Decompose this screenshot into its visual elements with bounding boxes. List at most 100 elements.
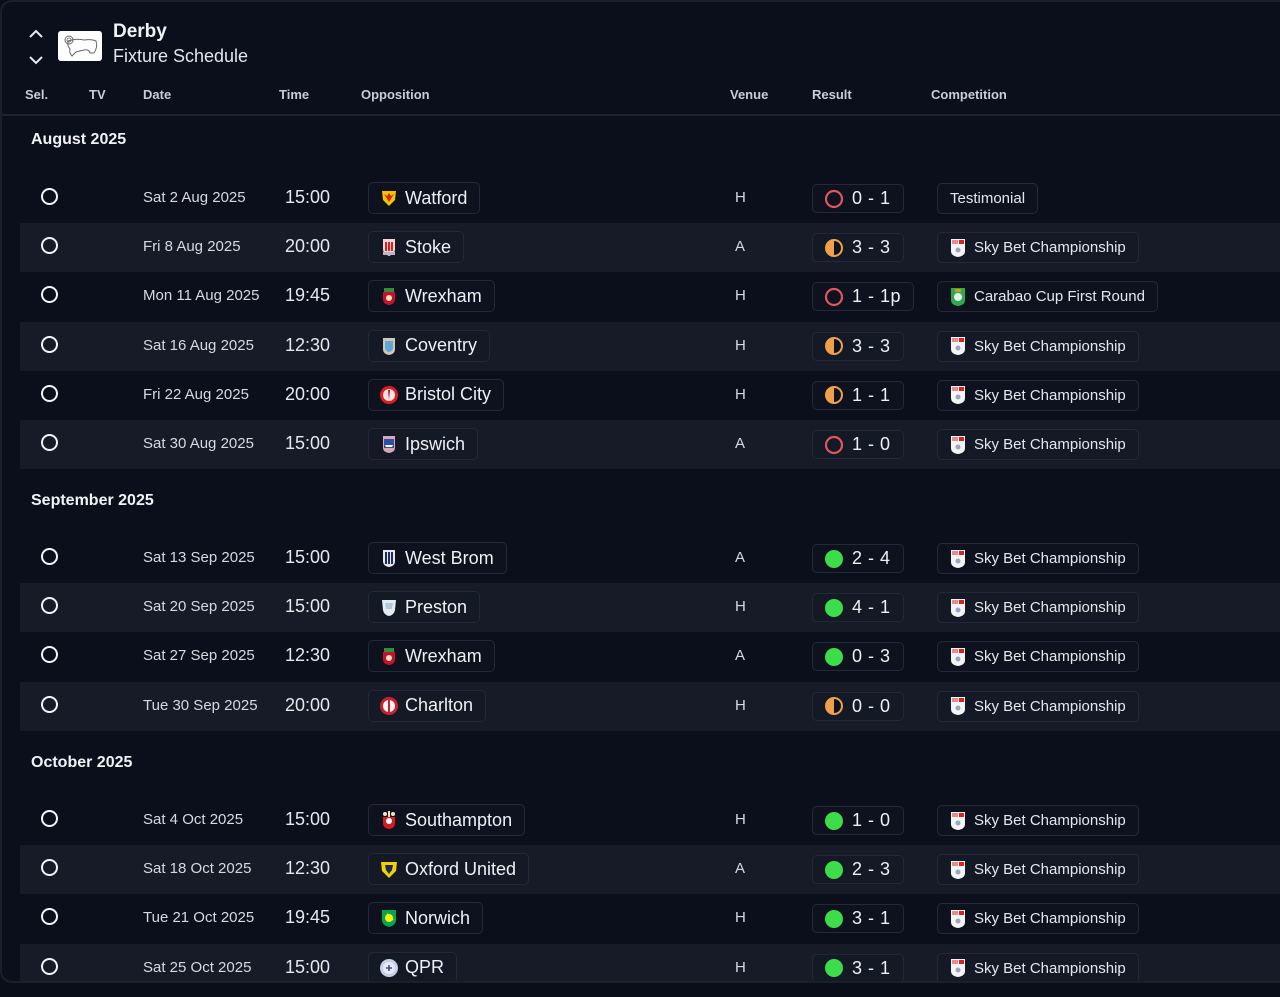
opposition-chip[interactable]: Charlton	[368, 689, 487, 722]
opposition-chip[interactable]: Watford	[368, 182, 481, 214]
chevron-down-icon[interactable]	[26, 50, 46, 70]
fixture-row[interactable]: Sat 4 Oct 2025 15:00 Southampton H 1 - 0 Sky …	[20, 796, 1280, 845]
select-radio[interactable]	[41, 384, 58, 402]
fixture-row[interactable]: Tue 30 Sep 2025 20:00 Charlton H 0 - 0 Sky Be…	[20, 681, 1280, 731]
result-chip[interactable]: 3 - 1	[812, 953, 904, 981]
col-sel[interactable]: Sel.	[25, 87, 49, 102]
fixture-row[interactable]: Mon 11 Aug 2025 19:45 Wrexham H 1 - 1p Caraba…	[20, 272, 1280, 321]
result-chip[interactable]: 3 - 3	[812, 233, 904, 263]
score: 3 - 3	[852, 335, 891, 356]
select-radio[interactable]	[41, 335, 58, 353]
fixture-date: Sat 13 Sep 2025	[143, 549, 255, 566]
select-radio[interactable]	[41, 188, 58, 205]
select-radio[interactable]	[41, 237, 58, 255]
fixture-row[interactable]: Sat 27 Sep 2025 12:30 Wrexham A 0 - 3 Sky Bet…	[20, 632, 1280, 681]
select-radio[interactable]	[41, 548, 58, 565]
result-chip[interactable]: 3 - 1	[812, 904, 904, 934]
fixture-row[interactable]: Fri 8 Aug 2025 20:00 Stoke A 3 - 3 Sky Bet Ch…	[20, 223, 1280, 273]
select-radio[interactable]	[41, 908, 58, 926]
result-chip[interactable]: 0 - 0	[812, 691, 904, 721]
col-date[interactable]: Date	[143, 87, 172, 102]
opposition-chip[interactable]: QPR	[368, 951, 458, 981]
select-radio[interactable]	[41, 859, 58, 877]
result-chip[interactable]: 0 - 1	[812, 184, 904, 213]
select-radio[interactable]	[41, 646, 58, 664]
navigation-arrows	[26, 24, 46, 70]
opposition-name: Southampton	[405, 809, 513, 830]
opposition-chip[interactable]: Preston	[368, 591, 481, 624]
select-radio[interactable]	[41, 286, 58, 304]
select-radio[interactable]	[41, 434, 58, 451]
result-loss-icon	[824, 287, 844, 307]
col-competition[interactable]: Competition	[931, 87, 1007, 102]
competition-chip[interactable]: Carabao Cup First Round	[937, 281, 1158, 313]
score: 2 - 3	[852, 859, 891, 880]
col-opposition[interactable]: Opposition	[361, 87, 430, 102]
result-chip[interactable]: 1 - 1	[812, 380, 904, 410]
col-tv[interactable]: TV	[89, 87, 106, 102]
opposition-chip[interactable]: Oxford United	[368, 853, 530, 886]
efl-championship-icon	[950, 647, 966, 667]
venue: H	[735, 598, 746, 616]
fixture-row[interactable]: Tue 21 Oct 2025 19:45 Norwich H 3 - 1 Sky Bet…	[20, 894, 1280, 943]
page-subtitle: Fixture Schedule	[113, 46, 249, 66]
efl-championship-icon	[950, 385, 966, 405]
competition-name: Sky Bet Championship	[974, 812, 1126, 829]
select-radio[interactable]	[41, 810, 58, 827]
opposition-chip[interactable]: Bristol City	[368, 378, 505, 411]
opposition-chip[interactable]: Southampton	[368, 804, 526, 836]
result-chip[interactable]: 1 - 0	[812, 806, 904, 835]
result-chip[interactable]: 3 - 3	[812, 331, 904, 361]
opposition-chip[interactable]: Wrexham	[368, 640, 495, 673]
result-chip[interactable]: 2 - 3	[812, 855, 904, 885]
competition-chip[interactable]: Sky Bet Championship	[937, 429, 1139, 460]
opposition-chip[interactable]: West Brom	[368, 542, 507, 574]
efl-championship-icon	[950, 909, 966, 929]
fixture-row[interactable]: Sat 18 Oct 2025 12:30 Oxford United A 2 - 3 S…	[20, 845, 1280, 895]
opposition-chip[interactable]: Wrexham	[368, 280, 495, 313]
competition-chip[interactable]: Testimonial	[937, 183, 1039, 214]
result-chip[interactable]: 1 - 1p	[812, 282, 915, 312]
select-radio[interactable]	[41, 597, 58, 615]
opposition-chip[interactable]: Coventry	[368, 329, 491, 362]
chevron-up-icon[interactable]	[26, 24, 46, 44]
result-chip[interactable]: 2 - 4	[812, 544, 904, 573]
score: 1 - 0	[852, 810, 891, 830]
select-radio[interactable]	[41, 957, 58, 975]
competition-chip[interactable]: Sky Bet Championship	[937, 543, 1139, 574]
competition-chip[interactable]: Sky Bet Championship	[937, 690, 1139, 722]
competition-chip[interactable]: Sky Bet Championship	[937, 330, 1139, 362]
result-chip[interactable]: 0 - 3	[812, 642, 904, 672]
competition-chip[interactable]: Sky Bet Championship	[937, 592, 1139, 624]
fixture-row[interactable]: Fri 22 Aug 2025 20:00 Bristol City H 1 - 1 Sk…	[20, 371, 1280, 420]
fixture-time: 12:30	[285, 334, 331, 355]
col-time[interactable]: Time	[279, 87, 310, 102]
competition-chip[interactable]: Sky Bet Championship	[937, 379, 1139, 411]
competition-chip[interactable]: Sky Bet Championship	[937, 903, 1139, 935]
competition-chip[interactable]: Sky Bet Championship	[937, 805, 1139, 836]
opposition-chip[interactable]: Stoke	[368, 231, 465, 264]
competition-chip[interactable]: Sky Bet Championship	[937, 641, 1139, 673]
fixture-row[interactable]: Sat 13 Sep 2025 15:00 West Brom A 2 - 4 Sky B…	[20, 534, 1280, 583]
derby-ram-crest-icon	[58, 31, 102, 61]
competition-chip[interactable]: Sky Bet Championship	[937, 232, 1139, 264]
competition-chip[interactable]: Sky Bet Championship	[937, 854, 1139, 886]
select-radio[interactable]	[41, 695, 58, 713]
result-chip[interactable]: 4 - 1	[812, 593, 904, 623]
competition-chip[interactable]: Sky Bet Championship	[937, 952, 1139, 981]
fixture-row[interactable]: Sat 30 Aug 2025 15:00 Ipswich A 1 - 0 Sky Bet…	[20, 420, 1280, 469]
result-win-icon	[824, 958, 844, 978]
col-venue[interactable]: Venue	[730, 87, 769, 102]
score: 0 - 1	[852, 188, 891, 208]
result-chip[interactable]: 1 - 0	[812, 430, 904, 459]
score: 2 - 4	[852, 548, 891, 568]
opposition-chip[interactable]: Norwich	[368, 902, 484, 935]
fixture-row[interactable]: Sat 2 Aug 2025 15:00 Watford H 0 - 1 Testimon…	[20, 174, 1280, 223]
opposition-chip[interactable]: Ipswich	[368, 428, 479, 460]
fixture-row[interactable]: Sat 25 Oct 2025 15:00 QPR H 3 - 1 Sky Bet Cha…	[20, 943, 1280, 981]
fixture-date: Fri 8 Aug 2025	[143, 238, 241, 256]
fixture-row[interactable]: Sat 20 Sep 2025 15:00 Preston H 4 - 1 Sky Bet…	[20, 583, 1280, 633]
col-result[interactable]: Result	[812, 87, 852, 102]
fixture-row[interactable]: Sat 16 Aug 2025 12:30 Coventry H 3 - 3 Sky Be…	[20, 321, 1280, 371]
venue: A	[735, 549, 746, 566]
